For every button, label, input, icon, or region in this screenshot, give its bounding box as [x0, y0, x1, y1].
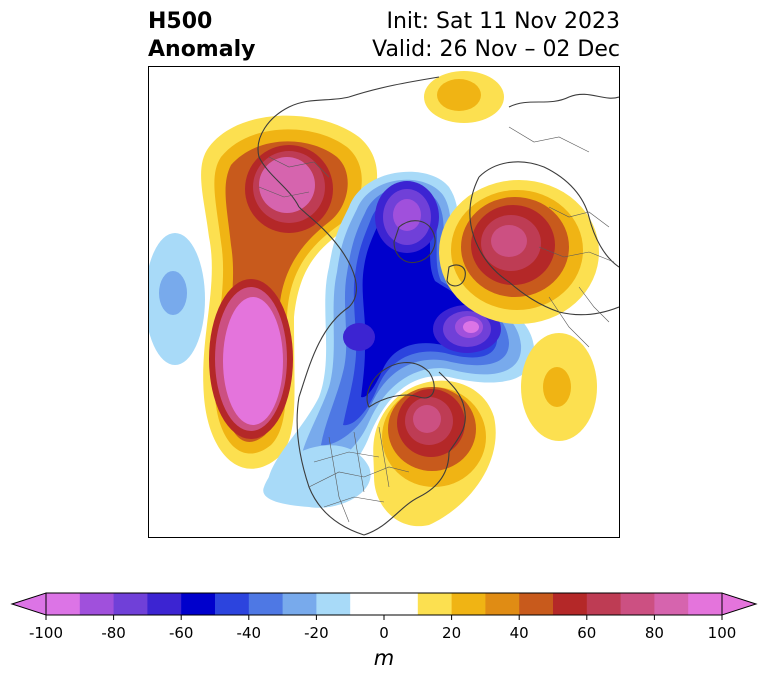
colorbar-tick-label: -60 — [168, 624, 194, 642]
west-us-trough — [263, 445, 371, 508]
colorbar-segment — [620, 593, 655, 615]
map-panel — [148, 66, 620, 538]
anomaly-map — [149, 71, 619, 536]
colorbar-tick-label: 60 — [577, 624, 597, 642]
pacific-trough — [149, 233, 205, 365]
valid-time: Valid: 26 Nov – 02 Dec — [372, 37, 620, 62]
borders — [258, 126, 615, 523]
atlantic-ridge — [521, 333, 597, 441]
colorbar-segment — [215, 593, 250, 615]
colorbar — [10, 592, 758, 620]
colorbar-segment — [147, 593, 182, 615]
colorbar-segment — [316, 593, 351, 615]
europe-ridge — [439, 180, 599, 324]
colorbar-tick-label: 80 — [644, 624, 664, 642]
colorbar-segment — [350, 593, 385, 615]
title-right: Init: Sat 11 Nov 2023 Valid: 26 Nov – 02… — [372, 8, 620, 64]
colorbar-tick-label: 100 — [707, 624, 737, 642]
coastlines — [257, 76, 619, 536]
ne-pacific-ridge — [201, 115, 378, 469]
colorbar-units: m — [373, 646, 395, 670]
colorbar-tick-label: 0 — [379, 624, 389, 642]
colorbar-segment — [519, 593, 554, 615]
colorbar-segment — [282, 593, 317, 615]
colorbar-segment — [113, 593, 148, 615]
colorbar-tick-label: 40 — [509, 624, 529, 642]
colorbar-tick-label: -80 — [101, 624, 126, 642]
colorbar-segment — [248, 593, 284, 615]
title-field-type: Anomaly — [148, 37, 256, 62]
title-left: H500 Anomaly — [148, 8, 255, 64]
colorbar-segments — [46, 593, 723, 615]
colorbar-segment — [654, 593, 689, 615]
colorbar-tick-label: -40 — [236, 624, 262, 642]
init-time: Init: Sat 11 Nov 2023 — [386, 9, 620, 34]
colorbar-segment — [586, 593, 622, 615]
colorbar-segment — [417, 593, 453, 615]
polar-trough — [267, 171, 535, 500]
colorbar-tick-label: -100 — [28, 624, 64, 642]
colorbar-segment — [688, 593, 723, 615]
colorbar-segment — [79, 593, 115, 615]
colorbar-extend-high — [721, 592, 758, 616]
colorbar-ticks — [45, 615, 723, 620]
colorbar-segment — [451, 593, 486, 615]
title-field: H500 — [148, 9, 213, 34]
colorbar-segment — [384, 593, 419, 615]
colorbar-tick-label: -20 — [304, 624, 329, 642]
colorbar-extend-low — [10, 592, 47, 616]
siberian-ridge — [424, 71, 504, 123]
east-america-ridge — [373, 380, 496, 527]
colorbar-segment — [553, 593, 588, 615]
colorbar-tick-label: 20 — [442, 624, 462, 642]
colorbar-segment — [46, 593, 81, 615]
colorbar-segment — [485, 593, 520, 615]
colorbar-segment — [181, 593, 216, 615]
